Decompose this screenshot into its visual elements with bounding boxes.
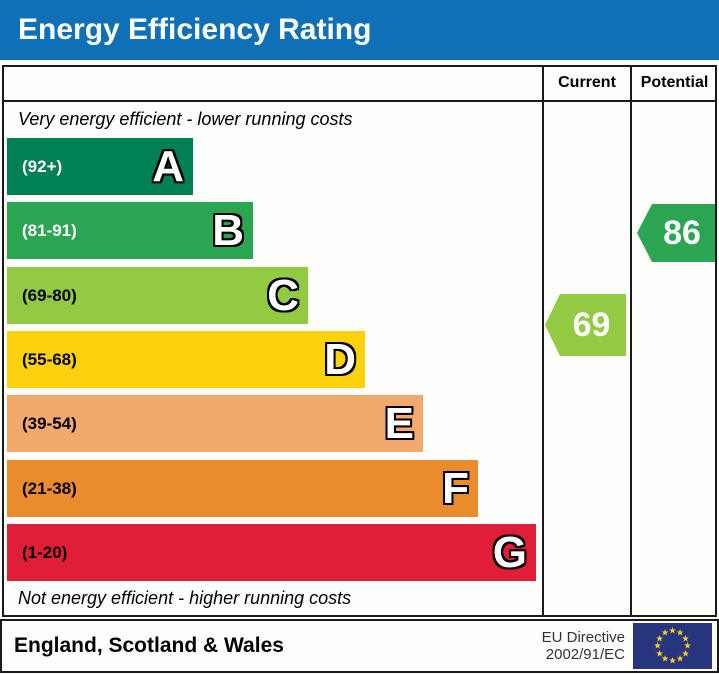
band-row-f: (21-38) F: [7, 460, 478, 517]
potential-column-header: Potential: [640, 74, 709, 91]
potential-column-divider: [630, 65, 632, 617]
page-title: Energy Efficiency Rating: [18, 13, 372, 46]
eu-directive-line2: 2002/91/EC: [545, 646, 625, 663]
eu-flag-star: ★: [668, 625, 677, 636]
band-range-label: (81-91): [22, 220, 77, 240]
eu-directive-label: EU Directive 2002/91/EC: [542, 629, 625, 664]
band-row-e: (39-54) E: [7, 395, 423, 452]
caption-very-efficient: Very energy efficient - lower running co…: [18, 109, 353, 129]
eu-flag-star: ★: [681, 648, 690, 658]
band-letter: A: [152, 141, 184, 191]
current-column-header: Current: [558, 74, 616, 91]
band-letter: C: [267, 270, 299, 320]
band-range-label: (69-80): [22, 285, 77, 305]
caption-not-efficient: Not energy efficient - higher running co…: [18, 588, 352, 608]
eu-flag-star: ★: [675, 653, 685, 664]
current-rating-arrow: 69: [545, 294, 626, 356]
band-range-label: (55-68): [22, 349, 77, 369]
eu-flag-star: ★: [681, 633, 690, 643]
eu-flag-star: ★: [660, 653, 670, 664]
eu-flag-star: ★: [675, 627, 685, 638]
eu-flag-star: ★: [668, 655, 677, 666]
band-letter: G: [492, 527, 527, 577]
band-row-g: (1-20) G: [7, 524, 536, 581]
band-range-label: (39-54): [22, 413, 77, 433]
eu-flag-star: ★: [655, 633, 664, 643]
potential-rating-value: 86: [663, 213, 701, 252]
title-banner: Energy Efficiency Rating: [0, 0, 719, 60]
band-row-a: (92+) A: [7, 138, 193, 195]
footer-bar: England, Scotland & Wales EU Directive 2…: [0, 619, 719, 673]
band-row-c: (69-80) C: [7, 267, 308, 324]
band-range-label: (92+): [22, 156, 63, 176]
band-letter: B: [212, 205, 244, 255]
band-letter: D: [324, 334, 356, 384]
eu-flag-star: ★: [655, 648, 664, 658]
band-row-b: (81-91) B: [7, 202, 253, 259]
eu-flag-star: ★: [683, 640, 692, 651]
band-range-label: (1-20): [22, 542, 68, 562]
band-letter: F: [442, 463, 469, 513]
band-row-d: (55-68) D: [7, 331, 365, 388]
current-rating-value: 69: [572, 305, 611, 344]
eu-flag-star: ★: [660, 627, 670, 638]
band-range-label: (21-38): [22, 478, 77, 498]
current-column-divider: [542, 65, 544, 617]
potential-rating-arrow: 86: [637, 204, 715, 262]
region-label: England, Scotland & Wales: [14, 634, 284, 657]
eu-flag-star: ★: [653, 640, 662, 651]
eu-flag-icon: ★ ★ ★ ★ ★ ★ ★ ★ ★ ★ ★ ★: [633, 623, 712, 669]
eu-directive-line1: EU Directive: [541, 628, 625, 646]
header-row-divider: [2, 100, 717, 102]
band-letter: E: [384, 398, 414, 448]
